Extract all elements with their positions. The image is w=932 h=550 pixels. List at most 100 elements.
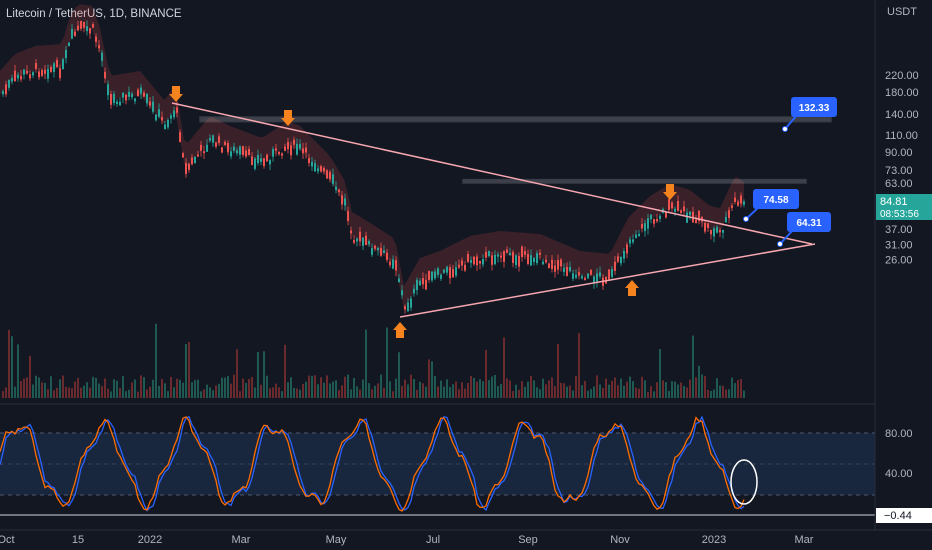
volume-bar — [185, 344, 187, 398]
candle — [707, 223, 709, 228]
candle — [599, 272, 601, 277]
candle — [440, 274, 442, 279]
candle — [86, 26, 88, 32]
candle — [158, 109, 160, 117]
candle — [56, 59, 58, 68]
volume-bar — [701, 374, 703, 398]
volume-bar — [374, 385, 376, 398]
candle — [590, 269, 592, 275]
volume-bar — [257, 351, 259, 398]
volume-bar — [365, 329, 367, 398]
candle — [230, 151, 232, 157]
volume-bar — [734, 383, 736, 398]
candle — [524, 251, 526, 255]
volume-bar — [98, 383, 100, 398]
candle — [500, 255, 502, 258]
candle — [584, 277, 586, 280]
candle — [95, 36, 97, 42]
candle — [566, 266, 568, 276]
volume-bar — [326, 375, 328, 398]
candle — [53, 63, 55, 72]
candle — [296, 143, 298, 155]
candle — [344, 198, 346, 206]
osc-current-label: −0.44 — [884, 510, 912, 522]
volume-bar — [575, 375, 577, 398]
oscillator-pane — [0, 415, 758, 512]
volume-bar — [476, 381, 478, 398]
volume-bar — [221, 377, 223, 398]
volume-bar — [464, 388, 466, 398]
candle — [29, 74, 31, 79]
candle — [203, 151, 205, 154]
volume-bar — [629, 376, 631, 398]
volume-bar — [587, 390, 589, 398]
volume-bar — [428, 359, 430, 398]
volume-bar — [635, 387, 637, 398]
candle — [389, 261, 391, 266]
volume-bar — [8, 329, 10, 398]
volume-bar — [728, 389, 730, 398]
candle — [305, 147, 307, 153]
candle — [374, 245, 376, 249]
volume-bar — [704, 375, 706, 398]
candle — [308, 158, 310, 164]
candle — [668, 199, 670, 210]
resistance-band-fill — [0, 4, 744, 311]
candle — [683, 206, 685, 211]
volume-bar — [335, 380, 337, 398]
candle — [269, 160, 271, 165]
candle — [44, 69, 46, 74]
volume-bar — [551, 377, 553, 398]
candle — [278, 152, 280, 155]
time-tick-label: Mar — [795, 534, 814, 546]
volume-bar — [206, 384, 208, 398]
candle — [11, 78, 13, 82]
candle — [743, 201, 745, 205]
candle — [161, 117, 163, 121]
candle — [425, 279, 427, 290]
volume-bar — [719, 385, 721, 398]
time-tick-label: Oct — [0, 534, 15, 546]
candle — [359, 231, 361, 242]
volume-bar — [2, 391, 4, 398]
volume-bar — [107, 388, 109, 398]
candle — [635, 234, 637, 239]
volume-bar — [548, 380, 550, 398]
volume-bar — [611, 380, 613, 398]
candle — [41, 69, 43, 76]
candle — [419, 280, 421, 286]
volume-bar — [407, 384, 409, 398]
volume-bar — [77, 377, 79, 398]
volume-bar — [644, 380, 646, 398]
candle — [221, 147, 223, 153]
volume-bar — [269, 388, 271, 398]
volume-bar — [281, 391, 283, 398]
volume-bar — [296, 388, 298, 398]
volume-bar — [398, 352, 400, 398]
volume-bar — [317, 384, 319, 398]
candle — [266, 154, 268, 162]
volume-bar — [626, 381, 628, 398]
volume-bar — [56, 387, 58, 398]
candle — [734, 197, 736, 202]
volume-bar — [722, 385, 724, 398]
candle — [632, 239, 634, 243]
candle — [155, 114, 157, 121]
volume-bar — [287, 382, 289, 398]
volume-bar — [506, 378, 508, 398]
volume-bar — [188, 341, 190, 398]
candle — [191, 157, 193, 165]
candle — [470, 260, 472, 263]
candle — [395, 260, 397, 271]
volume-bar — [230, 383, 232, 398]
volume-bar — [377, 383, 379, 398]
volume-bar — [473, 377, 475, 398]
candle — [260, 158, 262, 162]
volume-bar — [242, 378, 244, 398]
volume-bar — [344, 376, 346, 398]
candle — [560, 259, 562, 267]
volume-bar — [590, 389, 592, 398]
volume-bar — [710, 390, 712, 398]
volume-bar — [308, 375, 310, 398]
